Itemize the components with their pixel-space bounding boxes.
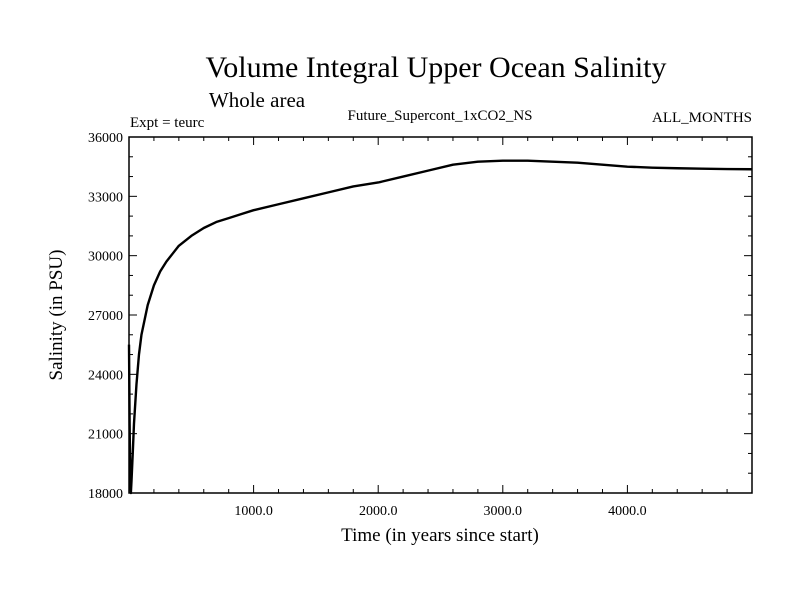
x-tick-label: 4000.0 — [608, 504, 647, 519]
salinity-series-line — [127, 159, 753, 495]
y-tick-label: 33000 — [88, 190, 123, 205]
y-tick-label: 24000 — [88, 368, 123, 383]
y-tick-label: 21000 — [88, 428, 123, 443]
plot-frame — [128, 136, 753, 494]
run-name-label: Future_Supercont_1xCO2_NS — [348, 108, 533, 124]
axis-ticks — [129, 136, 752, 494]
y-tick-label: 27000 — [88, 309, 123, 324]
y-axis-label: Salinity (in PSU) — [46, 250, 67, 381]
x-axis-label: Time (in years since start) — [341, 525, 539, 546]
x-tick-label: 3000.0 — [484, 504, 523, 519]
x-tick-label: 2000.0 — [359, 504, 398, 519]
x-tick-label: 1000.0 — [234, 504, 273, 519]
chart-title: Volume Integral Upper Ocean Salinity — [206, 51, 667, 84]
chart-subtitle: Whole area — [209, 88, 306, 112]
experiment-label: Expt = teurc — [130, 115, 205, 131]
y-tick-label: 36000 — [88, 131, 123, 146]
y-tick-label: 18000 — [88, 487, 123, 502]
y-tick-label: 30000 — [88, 250, 123, 265]
months-label: ALL_MONTHS — [652, 110, 752, 126]
tick-labels: 1000.0 2000.0 3000.0 4000.0 18000 21000 24000 2… — [88, 131, 647, 519]
